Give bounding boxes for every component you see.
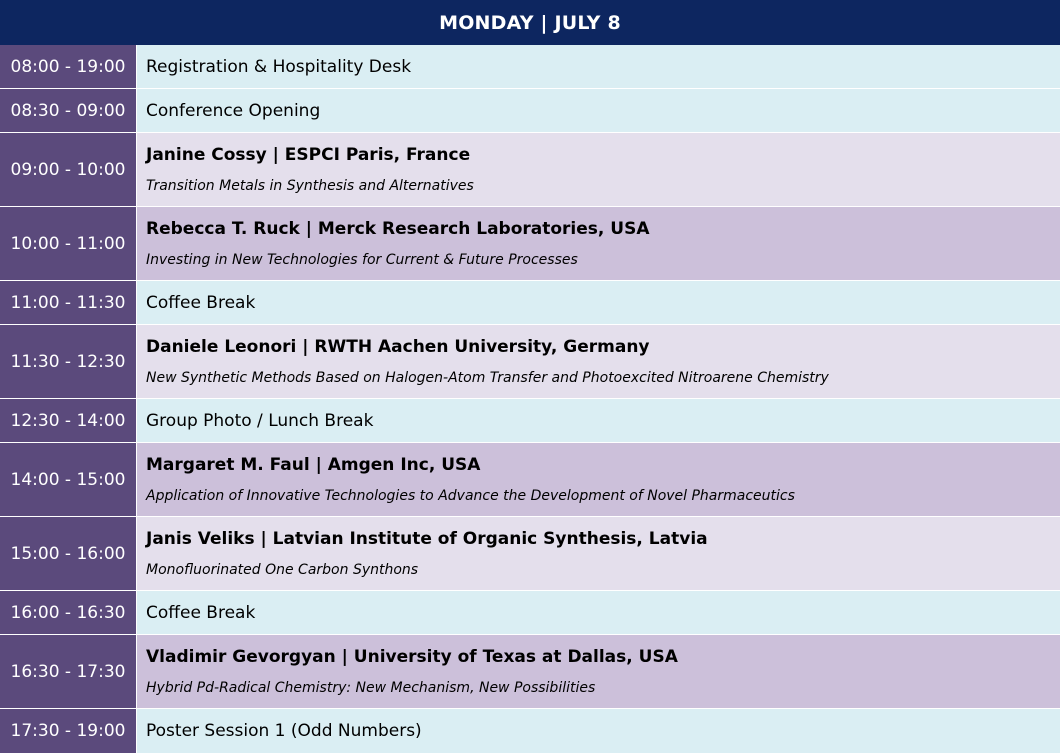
session-text: Registration & Hospitality Desk (146, 56, 412, 77)
time-slot: 11:30 - 12:30 (0, 325, 137, 398)
schedule-row: 09:00 - 10:00 Janine Cossy | ESPCI Paris… (0, 133, 1060, 207)
day-title: MONDAY | JULY 8 (439, 11, 621, 34)
schedule-row: 11:30 - 12:30 Daniele Leonori | RWTH Aac… (0, 325, 1060, 399)
time-slot: 09:00 - 10:00 (0, 133, 137, 206)
schedule-row: 14:00 - 15:00 Margaret M. Faul | Amgen I… (0, 443, 1060, 517)
schedule-row: 08:30 - 09:00 Conference Opening (0, 89, 1060, 133)
time-slot: 16:00 - 16:30 (0, 591, 137, 634)
schedule-row: 08:00 - 19:00 Registration & Hospitality… (0, 45, 1060, 89)
speaker-name: Janis Veliks | Latvian Institute of Orga… (146, 529, 708, 549)
speaker-name: Margaret M. Faul | Amgen Inc, USA (146, 455, 481, 475)
session-text: Coffee Break (146, 292, 256, 313)
schedule-row: 12:30 - 14:00 Group Photo / Lunch Break (0, 399, 1060, 443)
time-slot: 14:00 - 15:00 (0, 443, 137, 516)
time-slot: 15:00 - 16:00 (0, 517, 137, 590)
talk-title: Hybrid Pd-Radical Chemistry: New Mechani… (146, 680, 596, 696)
time-slot: 11:00 - 11:30 (0, 281, 137, 324)
speaker-name: Daniele Leonori | RWTH Aachen University… (146, 337, 650, 357)
time-slot: 08:00 - 19:00 (0, 45, 137, 88)
session-text: Conference Opening (146, 100, 321, 121)
schedule-row: 16:30 - 17:30 Vladimir Gevorgyan | Unive… (0, 635, 1060, 709)
day-header: MONDAY | JULY 8 (0, 0, 1060, 45)
time-slot: 17:30 - 19:00 (0, 709, 137, 753)
talk-title: Monofluorinated One Carbon Synthons (146, 562, 419, 578)
talk-title: New Synthetic Methods Based on Halogen-A… (146, 370, 829, 386)
speaker-name: Vladimir Gevorgyan | University of Texas… (146, 647, 678, 667)
schedule-row: 15:00 - 16:00 Janis Veliks | Latvian Ins… (0, 517, 1060, 591)
time-slot: 08:30 - 09:00 (0, 89, 137, 132)
talk-title: Application of Innovative Technologies t… (146, 488, 795, 504)
speaker-name: Rebecca T. Ruck | Merck Research Laborat… (146, 219, 650, 239)
time-slot: 12:30 - 14:00 (0, 399, 137, 442)
talk-title: Investing in New Technologies for Curren… (146, 252, 578, 268)
schedule-row: 17:30 - 19:00 Poster Session 1 (Odd Numb… (0, 709, 1060, 753)
session-text: Coffee Break (146, 602, 256, 623)
schedule-row: 16:00 - 16:30 Coffee Break (0, 591, 1060, 635)
session-text: Group Photo / Lunch Break (146, 410, 374, 431)
session-text: Poster Session 1 (Odd Numbers) (146, 721, 422, 741)
schedule-row: 11:00 - 11:30 Coffee Break (0, 281, 1060, 325)
time-slot: 16:30 - 17:30 (0, 635, 137, 708)
talk-title: Transition Metals in Synthesis and Alter… (146, 178, 474, 194)
schedule-row: 10:00 - 11:00 Rebecca T. Ruck | Merck Re… (0, 207, 1060, 281)
speaker-name: Janine Cossy | ESPCI Paris, France (146, 145, 471, 165)
time-slot: 10:00 - 11:00 (0, 207, 137, 280)
